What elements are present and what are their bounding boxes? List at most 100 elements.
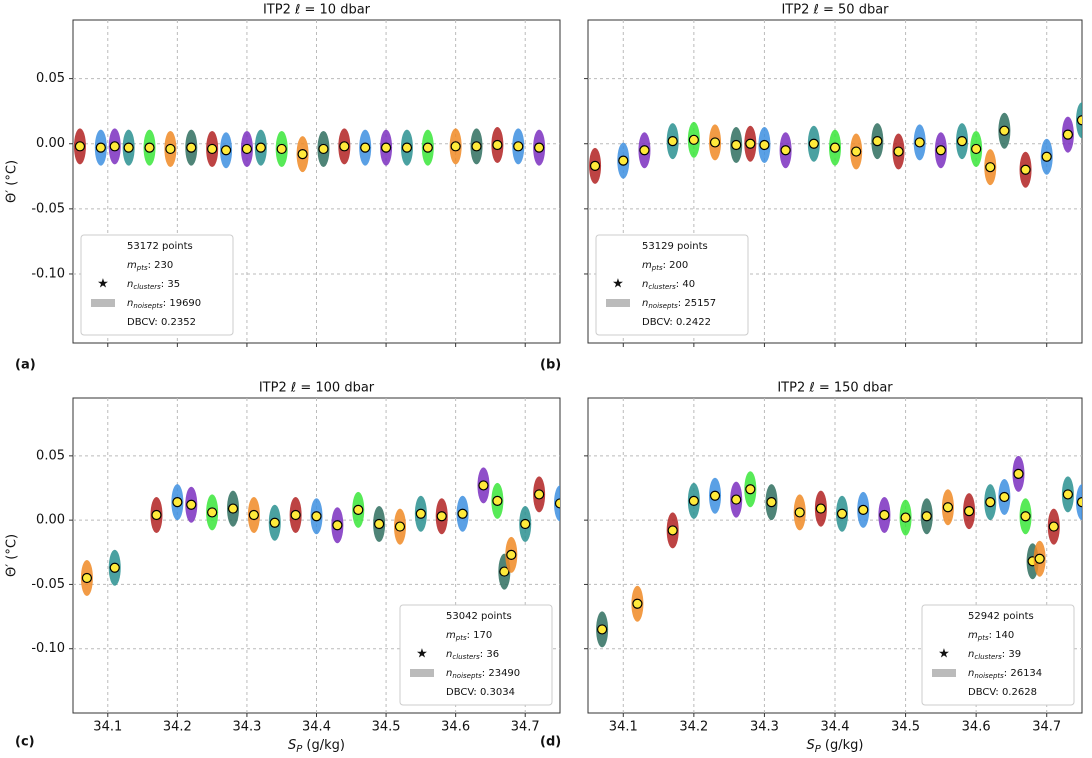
cluster-centroid: [478, 480, 489, 491]
legend-value: : 25157: [678, 298, 716, 309]
cluster-centroid: [186, 499, 197, 510]
cluster-centroid: [794, 507, 805, 518]
legend-entry: nclusters: 35: [127, 279, 180, 291]
panel-title: ITP2 ℓ = 150 dbar: [777, 381, 893, 396]
cluster-centroid: [318, 143, 329, 155]
legend-symbol: n: [127, 279, 133, 290]
cluster-centroid: [207, 143, 218, 155]
legend-points: 52942 points: [968, 611, 1034, 622]
cluster-centroid: [999, 491, 1010, 503]
legend-symbol: m: [446, 630, 456, 641]
legend-star: ★: [97, 277, 109, 292]
legend-dbcv: DBCV: 0.2628: [968, 687, 1037, 698]
legend-entry: nnoisepts: 23490: [446, 668, 520, 680]
cluster-centroid: [248, 509, 259, 521]
cluster-centroid: [151, 509, 162, 521]
legend-points: 53129 points: [642, 241, 708, 252]
legend-entry: nclusters: 36: [446, 649, 499, 661]
legend-noise-swatch: [606, 299, 630, 307]
cluster-centroid: [554, 498, 560, 509]
legend-sub: pts: [455, 634, 467, 642]
legend-entry: mpts: 170: [446, 630, 492, 642]
x-label-symbol: S: [288, 738, 296, 753]
cluster-centroid: [999, 125, 1010, 136]
x-tick-label: 34.7: [1032, 720, 1061, 735]
legend-entry: nnoisepts: 26134: [968, 668, 1042, 680]
panel-label: (a): [15, 358, 36, 373]
legend-sub: pts: [136, 264, 148, 272]
cluster-centroid: [186, 142, 197, 153]
legend-value: : 39: [1002, 649, 1021, 660]
clusters: [589, 102, 1082, 188]
legend-star: ★: [612, 277, 624, 292]
legend-entry: nnoisepts: 19690: [127, 298, 201, 310]
cluster-centroid: [872, 136, 883, 147]
y-tick-label: 0.00: [36, 136, 65, 151]
panel-label: (b): [540, 358, 561, 373]
legend-symbol: m: [968, 630, 978, 641]
panel-label: (d): [540, 735, 561, 750]
cluster-centroid: [667, 525, 678, 536]
legend-value: : 230: [148, 260, 174, 271]
cluster-centroid: [513, 141, 524, 152]
cluster-centroid: [311, 511, 322, 522]
cluster-centroid: [1013, 468, 1024, 479]
x-tick-label: 34.4: [302, 720, 331, 735]
legend-dbcv: DBCV: 0.2422: [642, 317, 711, 328]
cluster-centroid: [415, 508, 426, 519]
cluster-centroid: [921, 511, 932, 522]
legend-symbol: m: [642, 260, 652, 271]
legend-box: [80, 234, 234, 336]
cluster-centroid: [780, 145, 791, 156]
cluster-centroid: [422, 142, 433, 153]
cluster-centroid: [985, 497, 996, 508]
legend-value: : 35: [161, 279, 180, 290]
panel-title: ITP2 ℓ = 10 dbar: [263, 3, 371, 18]
cluster-centroid: [893, 146, 904, 157]
cluster-centroid: [709, 137, 721, 148]
legend-value: : 23490: [482, 668, 520, 679]
cluster-centroid: [956, 136, 968, 147]
cluster-centroid: [935, 145, 946, 156]
legend-symbol: n: [642, 279, 648, 290]
cluster-centroid: [172, 497, 183, 508]
cluster-centroid: [450, 141, 461, 152]
cluster-centroid: [332, 520, 343, 531]
legend-sub: noisepts: [648, 302, 678, 310]
cluster-centroid: [471, 141, 482, 152]
legend-dbcv: DBCV: 0.3034: [446, 687, 515, 698]
legend-sub: noisepts: [133, 302, 163, 310]
x-tick-label: 34.3: [750, 720, 779, 735]
cluster-centroid: [851, 146, 862, 157]
legend-sub: pts: [651, 264, 663, 272]
cluster-centroid: [144, 142, 155, 153]
cluster-centroid: [207, 507, 218, 518]
cluster-centroid: [1034, 553, 1045, 564]
legend: 53129 points mpts: 200 nclusters: 40n noise…: [595, 234, 749, 336]
legend-entry: mpts: 200: [642, 260, 688, 272]
legend-points: 53172 points: [127, 241, 193, 252]
legend-sub: clusters: [452, 653, 480, 661]
legend-symbol: n: [446, 649, 452, 660]
cluster-centroid: [241, 143, 253, 155]
cluster-centroid: [492, 139, 503, 151]
legend-value: : 200: [663, 260, 689, 271]
legend-value: : 140: [989, 630, 1015, 641]
legend-entry: nclusters: 40: [642, 279, 695, 291]
legend-value: : 36: [480, 649, 499, 660]
cluster-centroid: [165, 143, 176, 155]
cluster-centroid: [597, 624, 608, 635]
cluster-centroid: [985, 162, 996, 173]
cluster-centroid: [1062, 129, 1073, 140]
x-tick-label: 34.7: [511, 720, 540, 735]
legend-value: : 170: [467, 630, 493, 641]
legend-entry: nclusters: 39: [968, 649, 1021, 661]
legend-sub: clusters: [133, 283, 161, 291]
cluster-centroid: [688, 495, 699, 506]
cluster-centroid: [766, 497, 777, 508]
x-label-unit: (g/kg): [302, 738, 345, 753]
cluster-centroid: [109, 562, 120, 573]
legend-points: 53042 points: [446, 611, 512, 622]
